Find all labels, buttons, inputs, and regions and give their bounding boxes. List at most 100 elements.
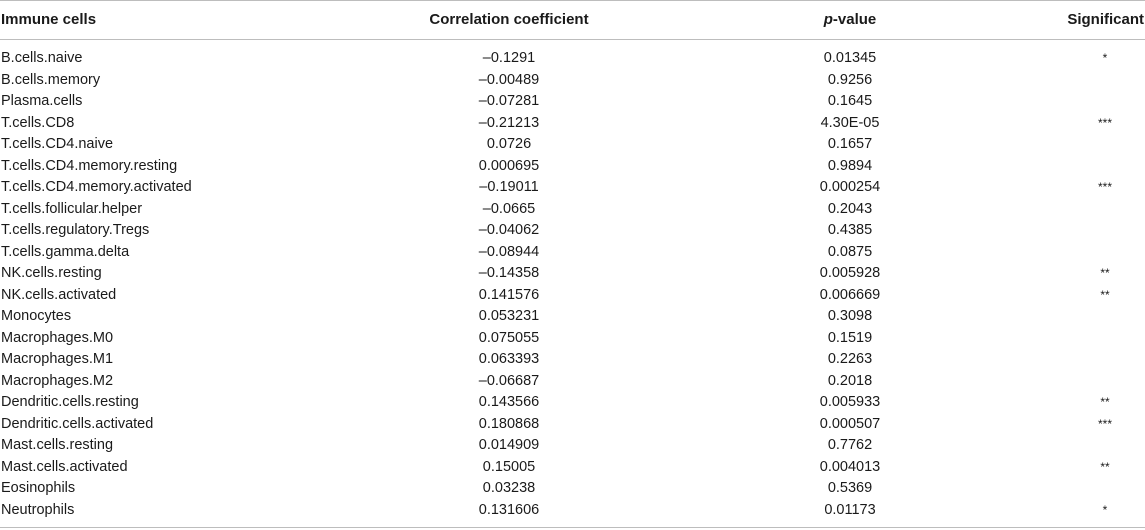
cell-immune-type: B.cells.memory [1,71,101,88]
cell-significance: ** [1100,459,1110,474]
cell-immune-type: Mast.cells.resting [1,437,114,453]
cell-correlation: –0.19011 [479,179,539,195]
cell-p-value: 4.30E-05 [820,114,880,131]
table-row: Monocytes 0.053231 0.3098 [0,306,1145,328]
cell-p-value: 0.7762 [827,437,873,453]
cell-correlation: –0.21213 [478,114,540,131]
cell-correlation: –0.06687 [478,372,540,389]
cell-correlation: –0.1291 [482,50,536,66]
cell-immune-type: T.cells.CD4.memory.activated [1,179,192,195]
cell-immune-type: T.cells.CD4.naive [1,136,114,152]
cell-p-value: 0.9894 [827,157,873,174]
cell-p-value: 0.0875 [827,243,873,260]
cell-correlation: –0.04062 [478,222,540,238]
cell-correlation: 0.141576 [478,286,540,303]
cell-p-value: 0.2263 [827,351,873,367]
cell-immune-type: T.cells.follicular.helper [1,200,143,217]
table-row: T.cells.CD4.naive 0.0726 0.1657 [0,134,1145,156]
cell-significance: *** [1097,416,1112,431]
cell-immune-type: Dendritic.cells.resting [1,394,139,410]
table-row: NK.cells.activated 0.141576 0.006669 ** [0,285,1145,307]
cell-p-value: 0.2018 [827,372,873,389]
table-row: T.cells.gamma.delta –0.08944 0.0875 [0,242,1145,264]
cell-p-value: 0.000254 [819,179,881,195]
cell-correlation: 0.15005 [482,458,536,475]
cell-p-value: 0.000507 [819,415,881,432]
cell-correlation: 0.000695 [478,157,540,174]
table-bottom-rule [0,527,1145,528]
table-row: T.cells.CD4.memory.activated –0.19011 0.00… [0,177,1145,199]
table-row: Dendritic.cells.activated 0.180868 0.00050… [0,414,1145,436]
cell-p-value: 0.1519 [827,329,873,346]
table-row: T.cells.CD4.memory.resting 0.000695 0.9894 [0,156,1145,178]
cell-p-value: 0.1657 [827,136,873,152]
table-row: Dendritic.cells.resting 0.143566 0.005933 *… [0,392,1145,414]
cell-p-value: 0.1645 [827,93,873,109]
cell-correlation: –0.08944 [478,243,540,260]
table-row: T.cells.regulatory.Tregs –0.04062 0.4385 [0,220,1145,242]
cell-immune-type: Monocytes [1,308,72,324]
cell-p-value: 0.4385 [827,222,873,238]
cell-immune-type: Mast.cells.activated [1,458,128,475]
header-p-value: p-value [760,11,940,28]
table-body: B.cells.naive –0.1291 0.01345 * B.cells.memo… [0,48,1145,521]
table-row: Eosinophils 0.03238 0.5369 [0,478,1145,500]
cell-immune-type: T.cells.CD4.memory.resting [1,157,178,174]
table-row: Macrophages.M1 0.063393 0.2263 [0,349,1145,371]
cell-p-value: 0.004013 [819,458,881,475]
cell-correlation: 0.03238 [482,480,536,496]
cell-correlation: –0.0665 [482,200,536,217]
table-row: Plasma.cells –0.07281 0.1645 [0,91,1145,113]
cell-correlation: 0.131606 [478,501,540,518]
cell-correlation: 0.063393 [478,351,540,367]
cell-correlation: 0.143566 [478,394,540,410]
cell-p-value: 0.005933 [819,394,881,410]
cell-significance: *** [1097,115,1112,130]
table-header-rule [0,39,1145,40]
cell-significance: ** [1100,287,1110,302]
table-header-row: Immune cells Correlation coefficient p-v… [0,0,1145,39]
header-significant: Significant [1067,11,1144,28]
cell-p-value: 0.01173 [824,501,876,518]
cell-significance: ** [1100,395,1110,409]
cell-p-value: 0.5369 [827,480,873,496]
cell-significance: * [1102,502,1108,517]
cell-p-value: 0.006669 [819,286,881,303]
table-row: B.cells.naive –0.1291 0.01345 * [0,48,1145,70]
cell-immune-type: Neutrophils [1,501,75,518]
cell-correlation: –0.07281 [478,93,540,109]
table-row: NK.cells.resting –0.14358 0.005928 ** [0,263,1145,285]
cell-significance: *** [1097,180,1112,194]
cell-immune-type: T.cells.gamma.delta [1,243,130,260]
table-row: Mast.cells.activated 0.15005 0.004013 ** [0,457,1145,479]
header-correlation-coefficient: Correlation coefficient [429,11,589,28]
table-row: Mast.cells.resting 0.014909 0.7762 [0,435,1145,457]
cell-correlation: 0.053231 [478,308,540,324]
table-row: B.cells.memory –0.00489 0.9256 [0,70,1145,92]
cell-immune-type: Macrophages.M2 [1,372,114,389]
cell-p-value: 0.9256 [827,71,873,88]
cell-p-value: 0.3098 [827,308,873,324]
cell-significance: ** [1100,266,1110,280]
table-row: T.cells.follicular.helper –0.0665 0.2043 [0,199,1145,221]
cell-immune-type: Eosinophils [1,480,76,496]
cell-correlation: –0.00489 [478,71,540,88]
cell-p-value: 0.005928 [819,265,881,281]
cell-immune-type: B.cells.naive [1,50,83,66]
table-top-rule [0,0,1145,1]
header-immune-cells: Immune cells [1,11,97,28]
cell-correlation: 0.014909 [478,437,540,453]
cell-correlation: –0.14358 [478,265,540,281]
table-row: Neutrophils 0.131606 0.01173 * [0,500,1145,522]
cell-correlation: 0.180868 [478,415,540,432]
cell-immune-type: NK.cells.resting [1,265,102,281]
table-row: T.cells.CD8 –0.21213 4.30E-05 *** [0,113,1145,135]
cell-immune-type: NK.cells.activated [1,286,117,303]
cell-immune-type: T.cells.CD8 [1,114,75,131]
header-p-rest: -value [832,11,877,28]
cell-significance: * [1102,51,1108,65]
header-p-italic: p [823,11,833,28]
cell-immune-type: Dendritic.cells.activated [1,415,154,432]
cell-immune-type: Macrophages.M0 [1,329,114,346]
